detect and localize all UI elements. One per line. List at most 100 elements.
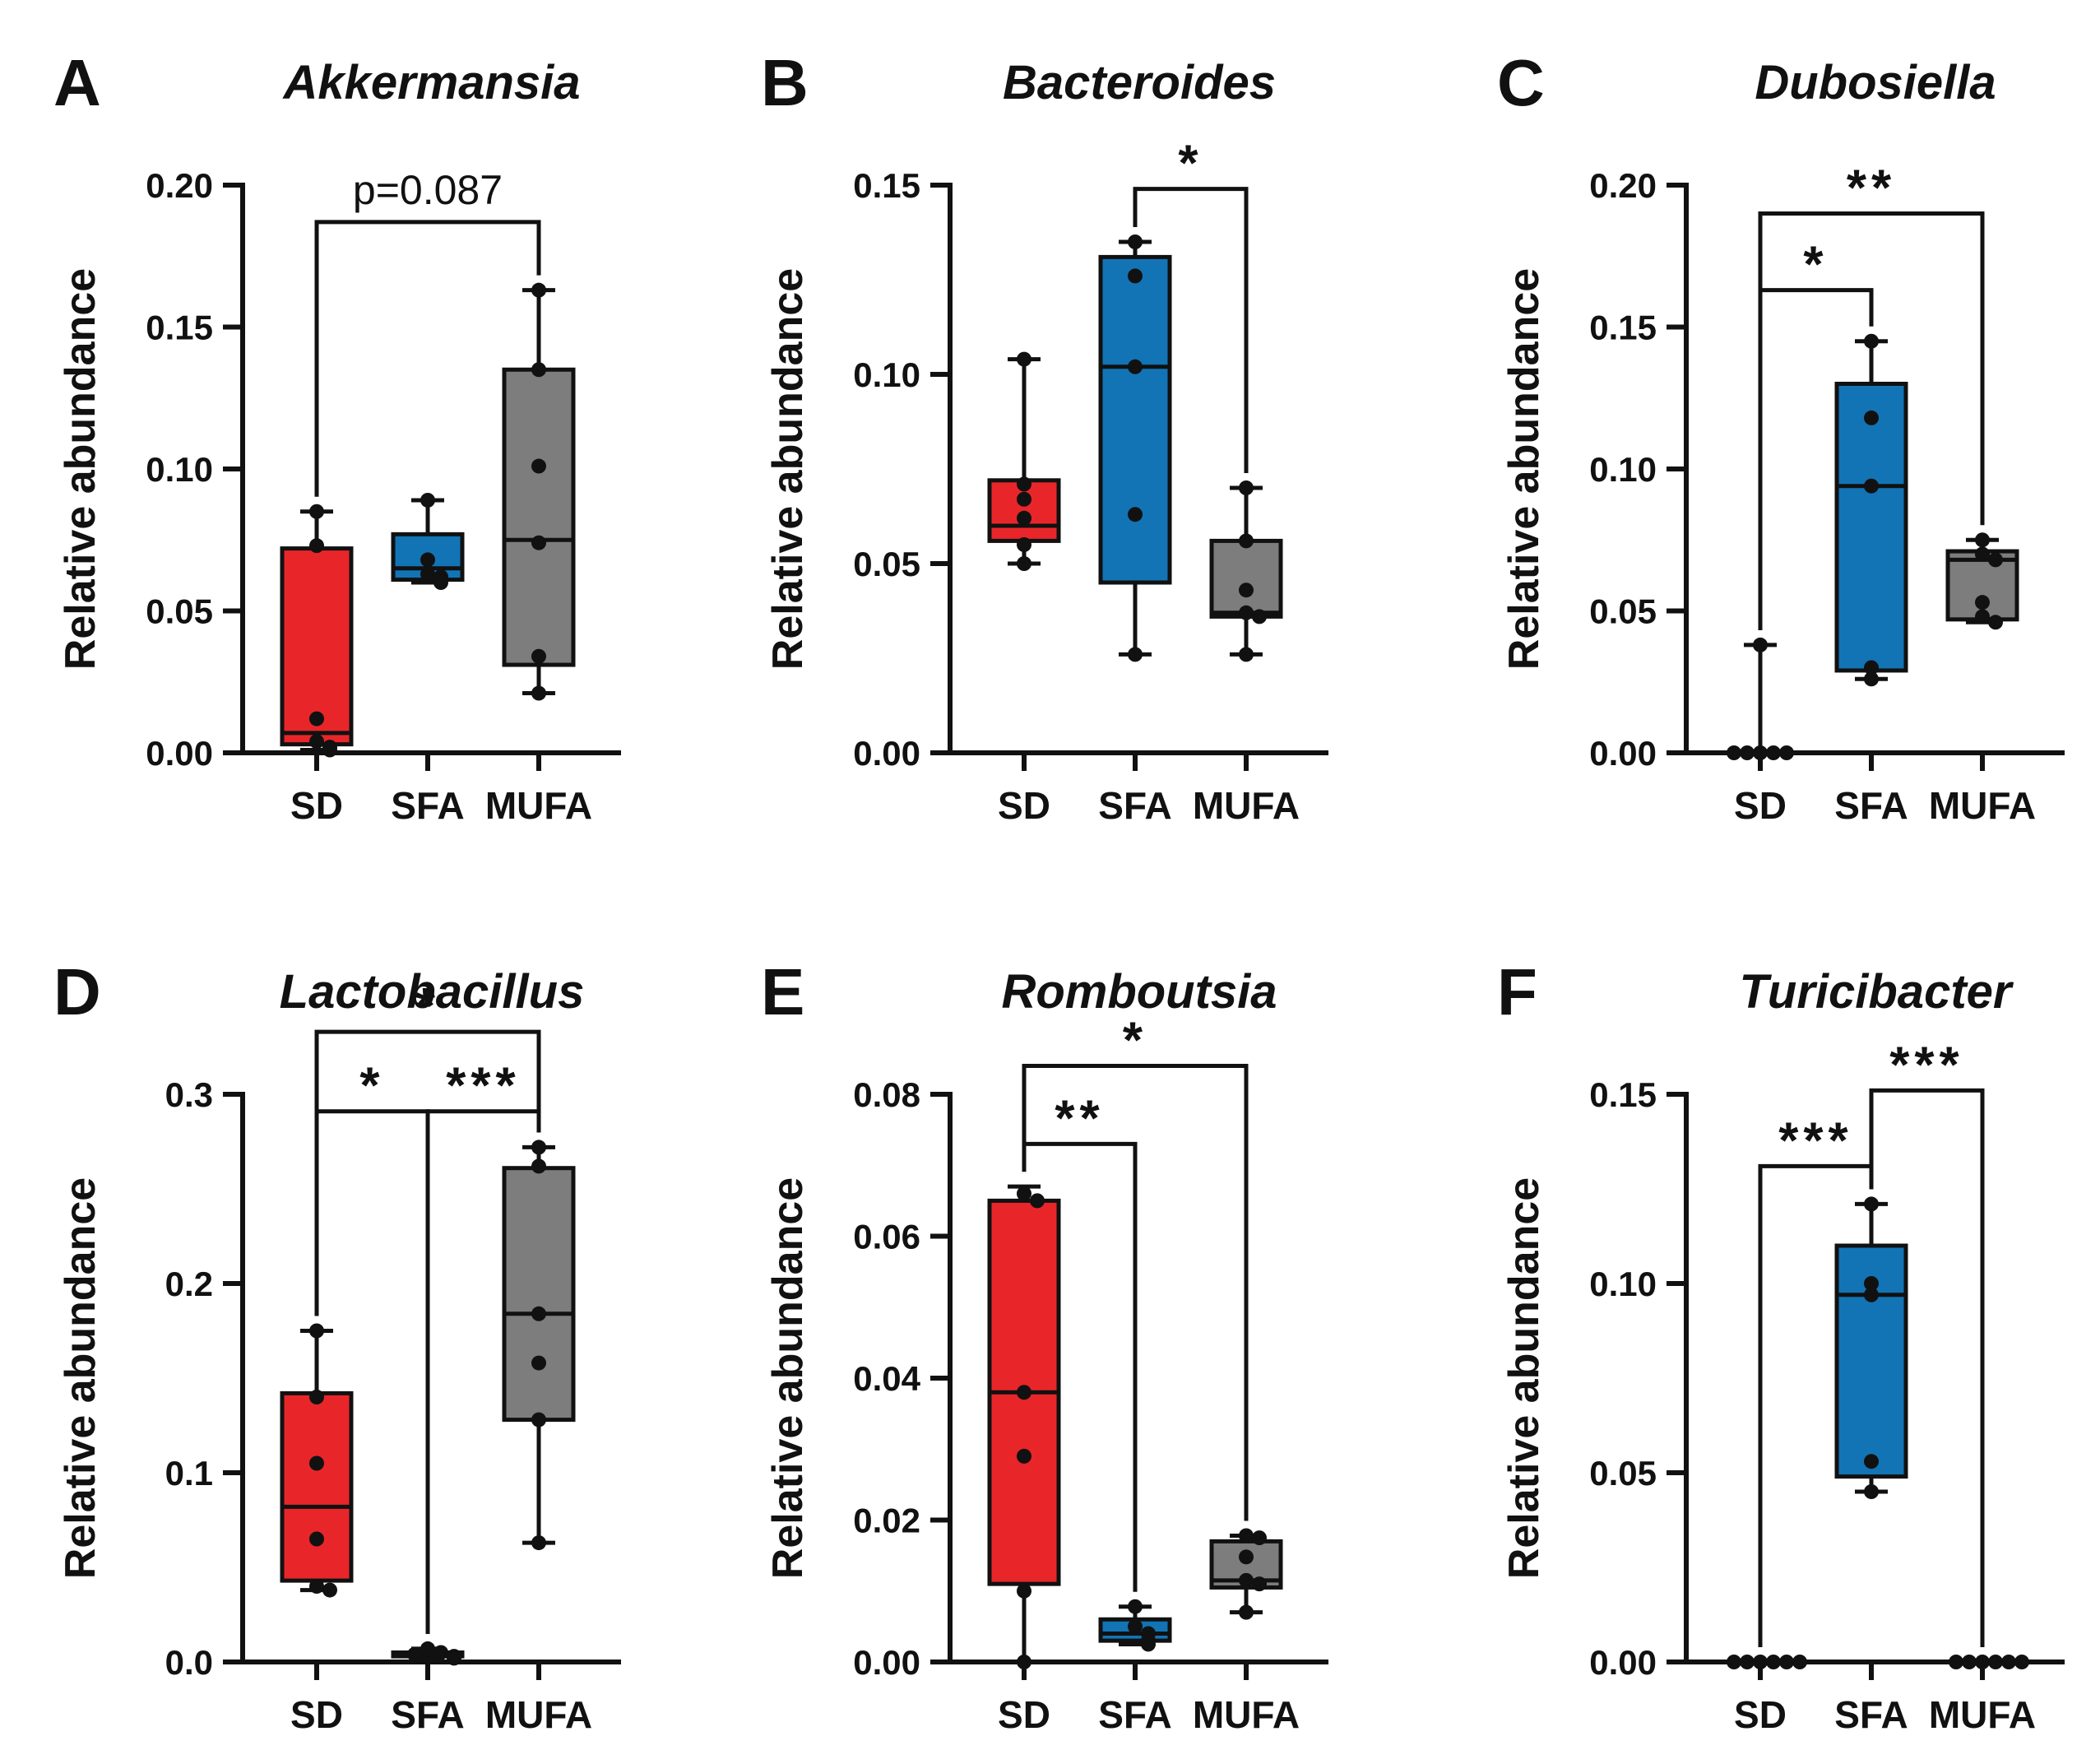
data-point-mufa bbox=[531, 458, 546, 474]
box-sd bbox=[280, 1390, 354, 1583]
box-mufa bbox=[502, 367, 576, 667]
x-tick-label: SD bbox=[998, 784, 1050, 827]
data-point-mufa bbox=[1239, 533, 1254, 549]
data-point-sd bbox=[1017, 491, 1031, 507]
data-point-sd bbox=[1727, 745, 1741, 760]
data-point-sfa bbox=[1864, 333, 1879, 349]
data-point-mufa bbox=[531, 362, 546, 378]
data-point-mufa bbox=[1988, 552, 2003, 568]
data-point-sd bbox=[309, 1323, 324, 1339]
data-point-mufa bbox=[531, 648, 546, 664]
data-point-sd bbox=[309, 504, 324, 519]
significance-label: * bbox=[359, 1058, 384, 1115]
data-point-mufa bbox=[1975, 546, 1990, 562]
data-point-sfa bbox=[1128, 234, 1143, 249]
data-point-sfa bbox=[420, 566, 435, 582]
y-tick-label: 0.00 bbox=[1589, 734, 1657, 773]
data-point-mufa bbox=[1239, 480, 1254, 495]
data-point-mufa bbox=[1252, 1530, 1267, 1546]
y-axis-label: Relative abundance bbox=[764, 1177, 812, 1579]
x-tick-label: SFA bbox=[1834, 784, 1908, 827]
data-point-sd bbox=[309, 711, 324, 726]
y-tick-label: 0.05 bbox=[146, 592, 213, 631]
data-point-sd bbox=[309, 734, 324, 750]
x-tick-label: MUFA bbox=[1929, 1693, 2036, 1736]
data-point-sd bbox=[1017, 1655, 1031, 1669]
chart-panel-f: F Turicibacter Relative abundance 0.00 0.05 0… bbox=[1497, 955, 2065, 1736]
significance-bracket bbox=[314, 220, 541, 497]
y-tick-label: 0.3 bbox=[165, 1075, 213, 1114]
data-point-sfa bbox=[1128, 268, 1143, 284]
data-point-mufa bbox=[1239, 1528, 1254, 1544]
data-point-sfa bbox=[1128, 647, 1143, 662]
box-mufa bbox=[502, 1166, 576, 1423]
data-point-mufa bbox=[531, 1306, 546, 1321]
data-point-sfa bbox=[420, 492, 435, 508]
chart-title: Lactobacillus bbox=[280, 965, 585, 1019]
data-point-sd bbox=[1017, 1583, 1031, 1599]
significance-label: ** bbox=[1847, 160, 1896, 217]
data-point-mufa bbox=[1239, 1572, 1254, 1588]
data-point-sd bbox=[1753, 745, 1768, 760]
data-point-sfa bbox=[1864, 1287, 1879, 1302]
y-tick-label: 0.04 bbox=[853, 1359, 920, 1398]
data-point-sd bbox=[322, 742, 337, 758]
data-point-sfa bbox=[1864, 1196, 1879, 1212]
x-tick-label: SD bbox=[290, 1693, 343, 1736]
x-tick-label: SFA bbox=[391, 784, 464, 827]
panel-letter: A bbox=[53, 46, 101, 119]
data-point-mufa bbox=[1252, 1576, 1267, 1592]
chart-title: Bacteroides bbox=[1003, 56, 1276, 109]
data-point-sd bbox=[1766, 745, 1781, 760]
chart-title: Akkermansia bbox=[281, 56, 580, 109]
data-point-sd bbox=[1792, 1655, 1807, 1669]
x-tick-label: SFA bbox=[1098, 1693, 1171, 1736]
data-point-sd bbox=[1766, 1655, 1781, 1669]
box-sfa bbox=[1098, 254, 1172, 585]
data-point-mufa bbox=[1988, 1655, 2003, 1669]
y-tick-label: 0.20 bbox=[146, 166, 213, 205]
box-sfa bbox=[1834, 382, 1908, 673]
y-tick-label: 0.20 bbox=[1589, 166, 1657, 205]
significance-label: *** bbox=[446, 1058, 520, 1115]
y-tick-label: 0.10 bbox=[853, 355, 920, 394]
data-point-sd bbox=[1017, 351, 1031, 367]
data-point-mufa bbox=[531, 1158, 546, 1174]
y-tick-label: 0.08 bbox=[853, 1075, 920, 1114]
data-point-sd bbox=[1727, 1655, 1741, 1669]
chart-panel-b: B Bacteroides Relative abundance 0.00 0.05 0.… bbox=[761, 46, 1328, 827]
data-point-mufa bbox=[531, 1535, 546, 1551]
data-point-sfa bbox=[1141, 1636, 1156, 1652]
box-sfa bbox=[1834, 1243, 1908, 1479]
significance-bracket bbox=[1758, 211, 1985, 630]
data-point-mufa bbox=[1975, 1655, 1990, 1669]
data-point-sd bbox=[1017, 1385, 1031, 1400]
data-point-sd bbox=[1017, 510, 1031, 526]
x-tick-label: SD bbox=[1734, 784, 1787, 827]
data-point-mufa bbox=[1239, 583, 1254, 598]
chart-panel-a: A Akkermansia Relative abundance 0.00 0.05 0.… bbox=[53, 46, 621, 827]
y-tick-label: 0.05 bbox=[853, 545, 920, 583]
data-point-sd bbox=[1017, 1448, 1031, 1464]
data-point-sfa bbox=[447, 1650, 461, 1666]
data-point-sfa bbox=[1128, 507, 1143, 522]
y-tick-label: 0.00 bbox=[853, 734, 920, 773]
y-axis-label: Relative abundance bbox=[764, 268, 812, 670]
data-point-sd bbox=[1017, 1186, 1031, 1201]
y-tick-label: 0.00 bbox=[853, 1643, 920, 1682]
x-tick-label: SFA bbox=[1834, 1693, 1908, 1736]
y-tick-label: 0.0 bbox=[165, 1643, 213, 1682]
x-tick-label: SFA bbox=[391, 1693, 464, 1736]
y-tick-label: 0.10 bbox=[1589, 450, 1657, 489]
data-point-sfa bbox=[1864, 410, 1879, 425]
data-point-mufa bbox=[531, 282, 546, 298]
data-point-sfa bbox=[420, 552, 435, 568]
chart-panel-c: C Dubosiella Relative abundance 0.00 0.05 0.1… bbox=[1497, 46, 2065, 827]
significance-bracket bbox=[1022, 1064, 1249, 1521]
x-tick-label: MUFA bbox=[485, 784, 592, 827]
data-point-mufa bbox=[1975, 609, 1990, 624]
data-point-sd bbox=[1779, 1655, 1794, 1669]
panel-letter: C bbox=[1497, 46, 1545, 119]
x-tick-label: SD bbox=[290, 784, 343, 827]
